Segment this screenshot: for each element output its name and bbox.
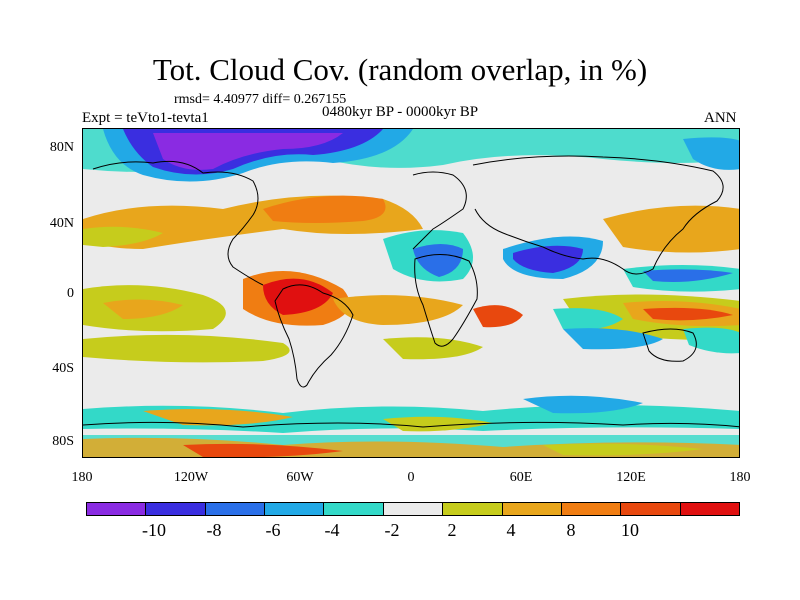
colorbar-label: 2 (447, 520, 457, 540)
colorbar-segment (87, 503, 147, 515)
y-axis-label: 40N (49, 216, 74, 231)
y-axis-label: 40S (52, 361, 74, 376)
experiment-text: Expt = teVto1-tevta1 (82, 110, 209, 126)
colorbar-label: -4 (324, 520, 340, 540)
y-axis-label: 0 (67, 286, 74, 301)
y-axis-label: 80S (52, 434, 74, 449)
cloud-cover-map (82, 128, 740, 458)
colorbar-segment (146, 503, 206, 515)
colorbar-segment (383, 503, 444, 515)
period-text: 0480kyr BP - 0000kyr BP (322, 104, 479, 120)
colorbar-segment (561, 503, 622, 515)
x-axis-label: 60E (509, 470, 533, 485)
x-axis-label: 120W (173, 470, 209, 485)
map-title: Tot. Cloud Cov. (random overlap, in %) (152, 52, 648, 87)
colorbar-segment (205, 503, 266, 515)
anomaly-field (83, 129, 739, 457)
colorbar-label: 10 (621, 520, 639, 540)
colorbar-segment (443, 503, 503, 515)
x-axis-label: 180 (729, 470, 751, 485)
colorbar-segment (265, 503, 325, 515)
rmsd-text: rmsd= 4.40977 diff= 0.267155 (174, 92, 347, 107)
colorbar-label: 8 (566, 520, 576, 540)
colorbar-segment (324, 503, 384, 515)
colorbar-segment (502, 503, 562, 515)
colorbar-segment (621, 503, 681, 515)
x-axis-label: 0 (407, 470, 415, 485)
colorbar-label: -6 (265, 520, 281, 540)
coastlines (83, 155, 739, 428)
colorbar-label: -8 (206, 520, 222, 540)
colorbar-label: 4 (506, 520, 516, 540)
colorbar-segment (680, 503, 739, 515)
colorbar-label: -10 (142, 520, 166, 540)
map-canvas (83, 129, 739, 457)
y-axis-label: 80N (49, 140, 74, 155)
x-axis-label: 120E (616, 470, 646, 485)
colorbar (86, 502, 740, 516)
season-text: ANN (704, 110, 737, 126)
colorbar-label: -2 (384, 520, 400, 540)
x-axis-label: 180 (71, 470, 93, 485)
x-axis-label: 60W (286, 470, 314, 485)
